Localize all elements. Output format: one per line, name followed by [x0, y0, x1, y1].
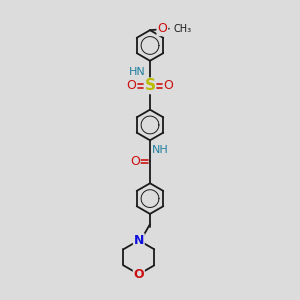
Text: O: O — [134, 268, 144, 281]
Text: S: S — [145, 78, 155, 93]
Text: O: O — [127, 79, 136, 92]
Text: O: O — [164, 79, 173, 92]
Text: N: N — [134, 234, 144, 247]
Text: CH₃: CH₃ — [174, 24, 192, 34]
Text: HN: HN — [129, 67, 146, 77]
Text: O: O — [130, 155, 140, 168]
Text: NH: NH — [152, 145, 169, 155]
Text: O: O — [158, 22, 167, 35]
